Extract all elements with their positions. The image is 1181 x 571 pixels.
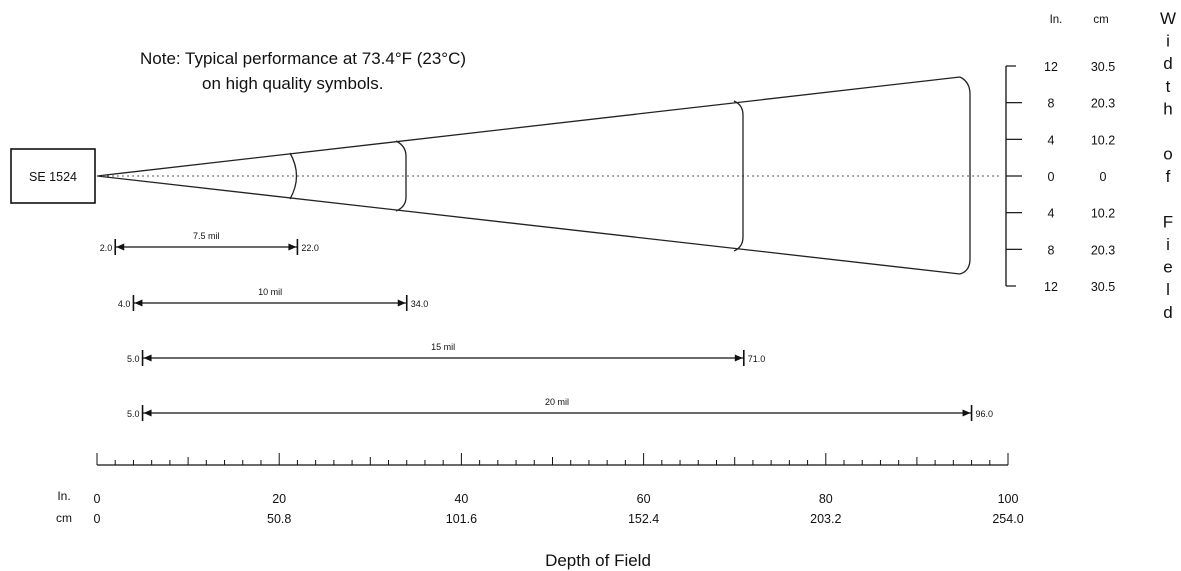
width-scale: In. cm 12 30.5 8 20.3 4 10.2 0 0 4 10.2 8 20.3 12 30.… — [1005, 14, 1115, 294]
width-label-in: 12 — [1044, 60, 1058, 74]
width-label-cm: 10.2 — [1091, 207, 1115, 221]
depth-tick-label-in: 80 — [819, 492, 833, 506]
depth-tick-label-in: 60 — [637, 492, 651, 506]
range-bar: 4.0 34.0 10 mil — [118, 287, 428, 311]
width-title-letter: W — [1160, 9, 1176, 28]
range-max-label: 71.0 — [748, 354, 766, 364]
range-min-label: 2.0 — [100, 243, 113, 253]
width-in-header: In. — [1050, 14, 1063, 26]
zone-arc-15-mil — [733, 100, 744, 252]
width-title-letter: t — [1166, 77, 1171, 96]
depth-tick-label-in: 100 — [998, 492, 1019, 506]
range-bar: 5.0 71.0 15 mil — [127, 342, 765, 366]
width-label-in: 4 — [1048, 133, 1055, 147]
depth-cm-label: cm — [56, 511, 72, 525]
scanner-label: SE 1524 — [29, 170, 77, 184]
note-line-2: on high quality symbols. — [202, 74, 383, 93]
depth-tick-label-in: 20 — [272, 492, 286, 506]
zone-arc-7-5-mil — [289, 152, 298, 200]
width-label-in: 4 — [1048, 207, 1055, 221]
depth-tick-label-cm: 152.4 — [628, 512, 659, 526]
range-max-label: 96.0 — [976, 409, 994, 419]
width-label-in: 0 — [1048, 170, 1055, 184]
range-min-label: 5.0 — [127, 354, 140, 364]
depth-axis: In. cm Depth of Field 0 0 20 50.8 40 101.6 60 1… — [56, 453, 1024, 570]
depth-tick-label-in: 0 — [94, 492, 101, 506]
range-bar: 2.0 22.0 7.5 mil — [100, 231, 319, 255]
width-title-letter: F — [1163, 212, 1173, 231]
width-label-in: 12 — [1044, 280, 1058, 294]
width-title-letter: d — [1163, 303, 1172, 322]
range-resolution-label: 10 mil — [258, 287, 282, 297]
range-start-arrow — [143, 409, 152, 417]
width-title-letter: e — [1163, 258, 1172, 277]
width-label-in: 8 — [1048, 97, 1055, 111]
depth-in-label: In. — [57, 489, 70, 503]
width-title-letter: f — [1166, 167, 1171, 186]
range-min-label: 5.0 — [127, 409, 140, 419]
width-title-letter: l — [1166, 280, 1170, 299]
depth-tick-label-in: 40 — [454, 492, 468, 506]
width-label-in: 8 — [1048, 243, 1055, 257]
width-label-cm: 0 — [1100, 170, 1107, 184]
range-max-label: 22.0 — [301, 243, 319, 253]
width-title-letter: o — [1163, 145, 1172, 164]
width-label-cm: 10.2 — [1091, 133, 1115, 147]
width-title-letter: i — [1166, 32, 1170, 51]
depth-tick-label-cm: 254.0 — [992, 512, 1023, 526]
depth-tick-label-cm: 101.6 — [446, 512, 477, 526]
width-label-cm: 20.3 — [1091, 243, 1115, 257]
range-bars: 2.0 22.0 7.5 mil 4.0 34.0 10 mil 5.0 71.0 15 mil… — [100, 231, 993, 421]
zone-arc-10-mil — [395, 140, 407, 212]
range-resolution-label: 7.5 mil — [193, 231, 220, 241]
cone-upper-edge — [96, 76, 961, 177]
range-end-arrow — [962, 409, 971, 417]
zone-arc-20-mil — [959, 76, 971, 275]
range-resolution-label: 15 mil — [431, 342, 455, 352]
range-end-arrow — [397, 299, 406, 307]
range-end-arrow — [734, 354, 743, 362]
cone-lower-edge — [96, 175, 961, 275]
width-label-cm: 30.5 — [1091, 280, 1115, 294]
range-min-label: 4.0 — [118, 299, 131, 309]
width-title-letter: h — [1163, 99, 1172, 118]
width-label-cm: 30.5 — [1091, 60, 1115, 74]
range-start-arrow — [134, 299, 143, 307]
scan-cone — [96, 76, 1000, 275]
depth-axis-title: Depth of Field — [545, 551, 651, 570]
range-start-arrow — [116, 243, 125, 251]
scanner-box — [10, 148, 96, 204]
width-label-cm: 20.3 — [1091, 97, 1115, 111]
range-max-label: 34.0 — [411, 299, 429, 309]
depth-tick-label-cm: 50.8 — [267, 512, 291, 526]
range-resolution-label: 20 mil — [545, 397, 569, 407]
depth-tick-label-cm: 0 — [94, 512, 101, 526]
width-cm-header: cm — [1093, 14, 1108, 26]
depth-tick-label-cm: 203.2 — [810, 512, 841, 526]
note-line-1: Note: Typical performance at 73.4°F (23°… — [140, 49, 466, 68]
range-bar: 5.0 96.0 20 mil — [127, 397, 993, 421]
range-end-arrow — [288, 243, 297, 251]
width-title-letter: d — [1163, 54, 1172, 73]
range-start-arrow — [143, 354, 152, 362]
width-title-letter: i — [1166, 235, 1170, 254]
